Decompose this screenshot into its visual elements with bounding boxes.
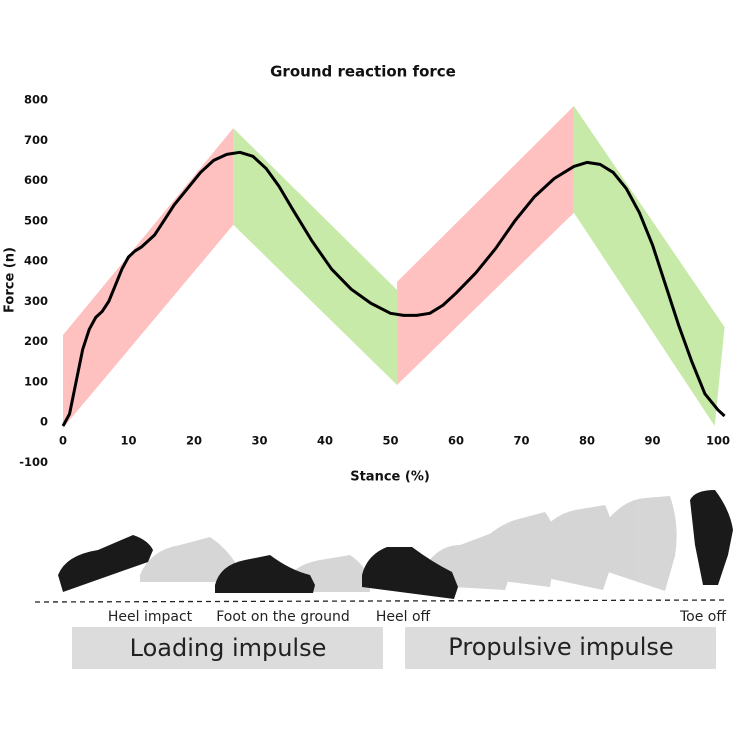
y-tick-label: 600: [24, 173, 48, 187]
x-tick-label: 20: [186, 434, 202, 448]
shoe-illustration: [34, 490, 733, 669]
x-axis-label: Stance (%): [350, 470, 430, 485]
x-tick-label: 70: [513, 434, 529, 448]
y-tick-label: 100: [24, 374, 48, 388]
event-label: Heel off: [376, 609, 431, 625]
band: [63, 128, 234, 429]
y-tick-label: 700: [24, 133, 48, 147]
band: [573, 106, 725, 427]
x-tick-label: 10: [120, 434, 136, 448]
chart-title: Ground reaction force: [270, 63, 456, 81]
x-tick-label: 50: [382, 434, 398, 448]
y-tick-label: 200: [24, 334, 48, 348]
y-tick-label: 400: [24, 254, 48, 268]
event-label: Toe off: [679, 609, 726, 625]
event-label: Foot on the ground: [216, 609, 349, 625]
x-tick-label: 90: [644, 434, 660, 448]
x-tick-label: 30: [251, 434, 267, 448]
band: [397, 106, 574, 385]
x-tick-label: 100: [706, 434, 730, 448]
y-tick-label: 300: [24, 294, 48, 308]
phase-label: Loading impulse: [130, 634, 327, 662]
y-tick-label: 800: [24, 93, 48, 107]
phase-label: Propulsive impulse: [448, 633, 673, 661]
x-tick-label: 40: [317, 434, 333, 448]
event-label: Heel impact: [108, 609, 193, 625]
x-tick-label: 80: [579, 434, 595, 448]
force-curve: [61, 150, 726, 427]
y-tick-label: -100: [19, 455, 48, 469]
y-axis-label: Force (n): [3, 247, 18, 313]
x-tick-label: 60: [448, 434, 464, 448]
y-tick-label: 500: [24, 213, 48, 227]
band: [233, 128, 398, 385]
x-tick-label: 0: [59, 434, 67, 448]
y-tick-label: 0: [40, 415, 48, 429]
